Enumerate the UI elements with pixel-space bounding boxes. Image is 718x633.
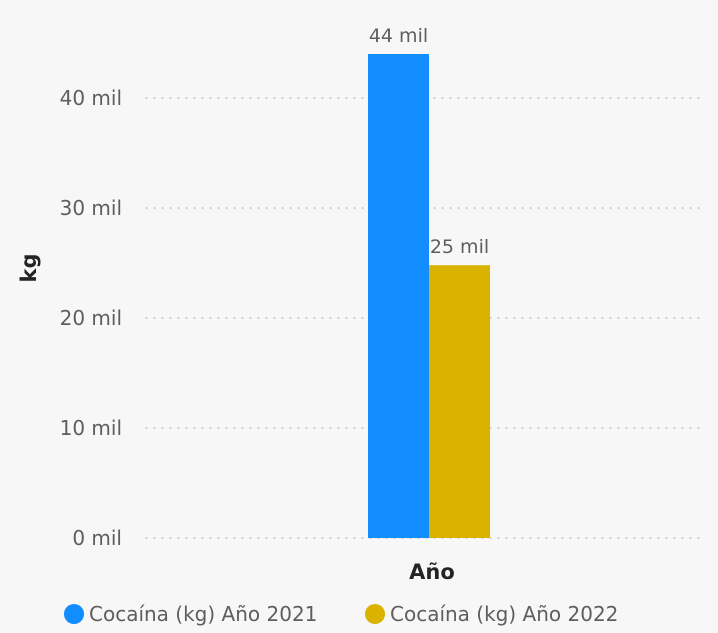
x-axis-title: Año — [409, 560, 455, 584]
y-axis-ticks: 0 mil 10 mil 20 mil 30 mil 40 mil — [60, 86, 122, 550]
y-axis-title: kg — [17, 254, 41, 283]
data-labels: 44 mil 25 mil — [369, 25, 489, 258]
y-tick-label: 40 mil — [60, 86, 122, 110]
data-label-series-1: 25 mil — [430, 236, 489, 258]
y-tick-label: 0 mil — [72, 526, 122, 550]
legend-label-2022[interactable]: Cocaína (kg) Año 2022 — [390, 602, 618, 626]
data-label-series-0: 44 mil — [369, 25, 428, 47]
legend: Cocaína (kg) Año 2021 Cocaína (kg) Año 2… — [64, 602, 618, 626]
y-tick-label: 30 mil — [60, 196, 122, 220]
y-tick-label: 10 mil — [60, 416, 122, 440]
legend-label-2021[interactable]: Cocaína (kg) Año 2021 — [89, 602, 317, 626]
legend-swatch-2021[interactable] — [64, 604, 84, 624]
bars — [368, 54, 490, 538]
y-tick-label: 20 mil — [60, 306, 122, 330]
bar-series-0[interactable] — [368, 54, 429, 538]
bar-series-1[interactable] — [429, 265, 490, 538]
legend-swatch-2022[interactable] — [365, 604, 385, 624]
